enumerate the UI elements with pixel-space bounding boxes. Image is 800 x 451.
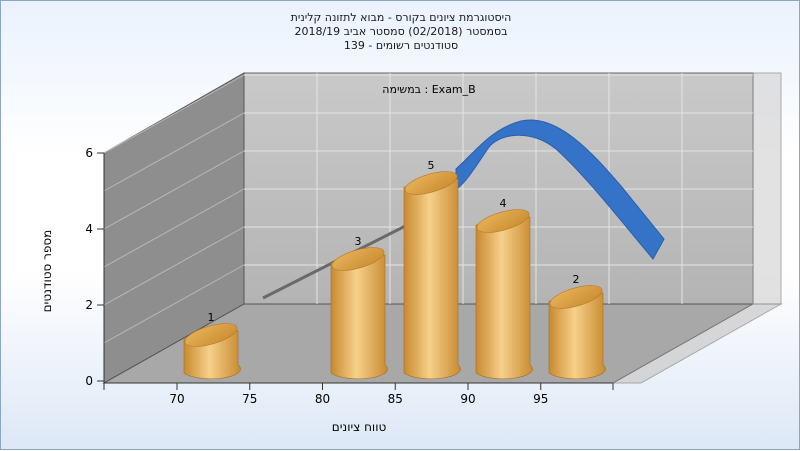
right-wall-edge (752, 72, 782, 305)
bars: 1 3 5 4 2 (183, 159, 606, 380)
y-tick-label: 2 (85, 298, 93, 312)
y-axis-label: מספר סטודנטים (40, 230, 54, 313)
axes: 0 2 4 6 70 75 80 85 90 95 (85, 146, 614, 406)
x-tick-label: 75 (242, 392, 257, 406)
curve-ribbon (455, 119, 665, 260)
bar-cap (404, 171, 458, 195)
bar-body (330, 254, 388, 380)
gridline-left (103, 264, 245, 344)
gridline-left (103, 112, 245, 192)
bar-body (475, 216, 533, 380)
x-tick-label: 85 (388, 392, 403, 406)
bar-body (548, 292, 606, 380)
title-line-1: היסטוגרמת ציונים בקורס - מבוא לתזונה קלי… (290, 11, 512, 24)
bar: 1 (183, 311, 241, 380)
title-line-3: סטודנטים רשומים - 139 (343, 39, 459, 52)
bar-cap (549, 285, 603, 309)
chart-title: היסטוגרמת ציונים בקורס - מבוא לתזונה קלי… (1, 11, 800, 53)
bar: 4 (475, 197, 533, 380)
gridline-left (103, 74, 245, 154)
bar-value-label: 2 (573, 273, 580, 286)
bar-value-label: 5 (428, 159, 435, 172)
gridline-left (103, 226, 245, 306)
bar: 2 (548, 273, 606, 380)
y-tick-label: 0 (85, 374, 93, 388)
y-tick-label: 4 (85, 222, 93, 236)
bar: 5 (403, 159, 461, 380)
gridline-left (103, 188, 245, 268)
bar-value-label: 3 (355, 235, 362, 248)
bar: 3 (330, 235, 388, 380)
x-tick-label: 70 (169, 392, 184, 406)
x-tick-label: 95 (533, 392, 548, 406)
x-tick-label: 80 (315, 392, 330, 406)
x-tick-label: 90 (460, 392, 475, 406)
bar-cap (184, 323, 238, 347)
floor-edge (611, 303, 783, 384)
bar-cap (476, 209, 530, 233)
title-line-2: בסמסטר (02/2018) סמסטר אביב 2018/19 (294, 25, 508, 38)
y-tick-label: 6 (85, 146, 93, 160)
bar-body (403, 178, 461, 380)
bar-value-label: 4 (500, 197, 507, 210)
x-axis-label: טווח ציונים (332, 420, 387, 434)
bar-cap (331, 247, 385, 271)
bar-value-label: 1 (208, 311, 215, 324)
annotation-label: במשימה : Exam_B (382, 83, 475, 96)
gridline-left (103, 150, 245, 230)
